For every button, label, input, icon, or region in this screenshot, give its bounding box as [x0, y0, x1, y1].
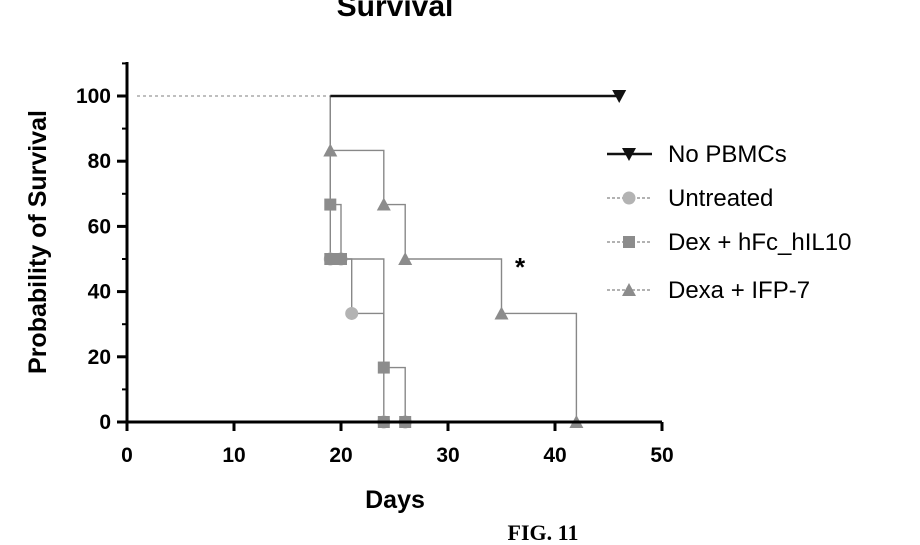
legend: No PBMCs Untreated Dex + hFc_hIL10 Dexa + I… — [607, 141, 851, 304]
y-tick-label: 0 — [99, 411, 111, 434]
legend-label: Dex + hFc_hIL10 — [668, 229, 851, 256]
x-tick-label: 30 — [436, 444, 459, 467]
chart-title: Survival — [337, 0, 454, 23]
y-axis-title: Probability of Survival — [24, 110, 52, 374]
series-1 — [137, 90, 626, 103]
data-point — [345, 307, 358, 320]
legend-label: No PBMCs — [668, 141, 787, 168]
tick-marks — [117, 63, 662, 431]
series-3 — [324, 96, 411, 428]
data-point — [378, 362, 390, 374]
legend-label: Dexa + IFP-7 — [668, 277, 810, 304]
data-point — [324, 253, 336, 265]
x-axis-title: Days — [365, 486, 425, 514]
data-point — [324, 199, 336, 211]
legend-swatch-marker — [623, 236, 635, 248]
legend-item: Untreated — [607, 185, 773, 212]
x-tick-label: 40 — [543, 444, 566, 467]
y-tick-label: 60 — [88, 215, 111, 238]
y-tick-label: 80 — [88, 150, 111, 173]
x-tick-label: 0 — [121, 444, 133, 467]
tick-labels: 0 10 20 30 40 50 0 20 40 60 80 100 — [76, 85, 674, 467]
x-tick-label: 20 — [329, 444, 352, 467]
legend-label: Untreated — [668, 185, 773, 212]
y-tick-label: 20 — [88, 346, 111, 369]
legend-item: Dexa + IFP-7 — [607, 277, 810, 304]
legend-item: Dex + hFc_hIL10 — [607, 229, 851, 256]
y-tick-label: 100 — [76, 85, 111, 108]
series-4 — [323, 96, 583, 428]
significance-annotation: * — [515, 252, 526, 282]
legend-swatch-marker — [623, 192, 636, 205]
x-tick-label: 10 — [222, 444, 245, 467]
data-point — [335, 253, 347, 265]
legend-item: No PBMCs — [607, 141, 787, 168]
figure-caption: FIG. 11 — [508, 520, 579, 545]
x-tick-label: 50 — [650, 444, 673, 467]
y-tick-label: 40 — [88, 281, 111, 304]
plot-area — [137, 90, 626, 429]
